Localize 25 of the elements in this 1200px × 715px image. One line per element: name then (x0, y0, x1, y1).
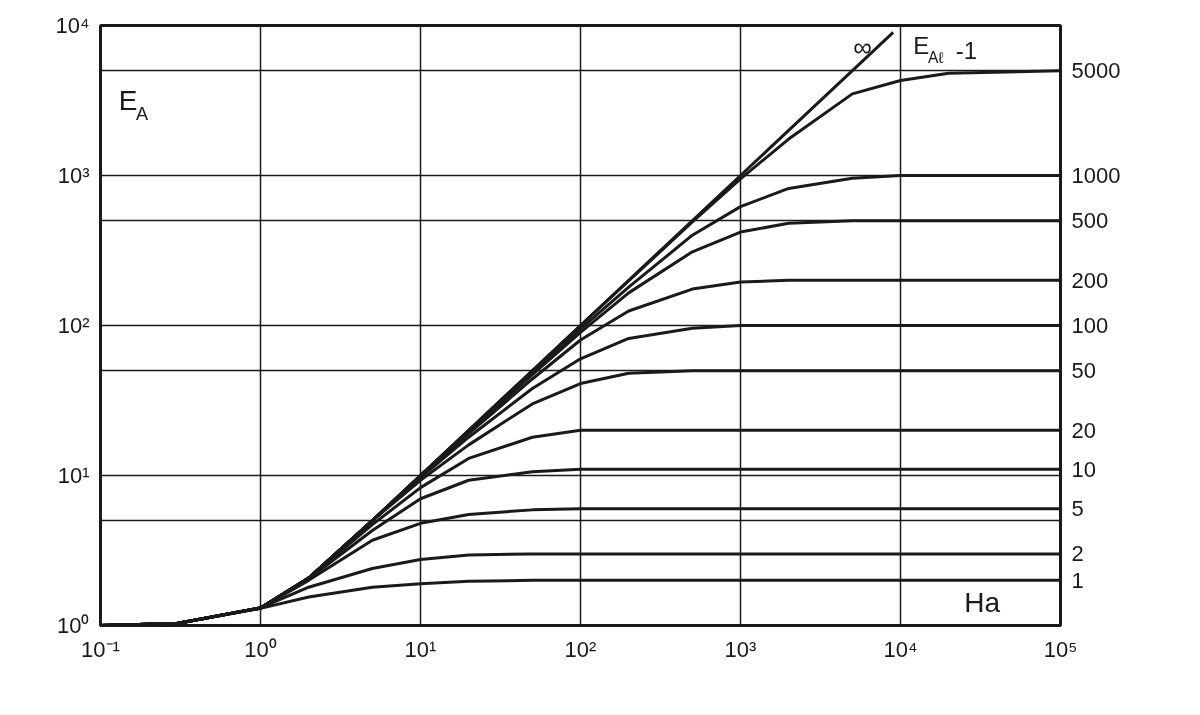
y-tick-label: 10² (57, 313, 90, 338)
series-label: 200 (1071, 267, 1109, 293)
series-label: 5 (1071, 496, 1084, 522)
series-label: ∞ (853, 32, 872, 63)
x-tick-label: 10⁰ (244, 636, 277, 662)
series-label: 500 (1071, 208, 1109, 234)
y-tick-label: 10³ (57, 163, 90, 188)
series-label: 50 (1071, 358, 1096, 384)
x-axis-title: Ha (964, 587, 1001, 619)
x-tick-label: 10² (564, 636, 597, 662)
x-tick-label: 10⁴ (883, 636, 918, 662)
x-tick-label: 10⁵ (1043, 636, 1078, 662)
series-label: 1000 (1071, 163, 1121, 188)
series-label: 2 (1071, 541, 1084, 567)
series-label: 100 (1071, 313, 1109, 338)
series-label: 1 (1071, 567, 1084, 593)
x-tick-label: 10¹ (404, 636, 437, 662)
series-label: 10 (1071, 456, 1096, 482)
series-label: 5000 (1071, 58, 1121, 84)
x-tick-label: 10³ (724, 636, 757, 662)
y-tick-label: 10⁰ (57, 613, 90, 638)
y-tick-label: 10⁴ (55, 13, 90, 38)
y-tick-label: 10¹ (57, 463, 90, 488)
x-tick-label: 10⁻¹ (81, 636, 120, 662)
series-label: 20 (1071, 417, 1096, 443)
